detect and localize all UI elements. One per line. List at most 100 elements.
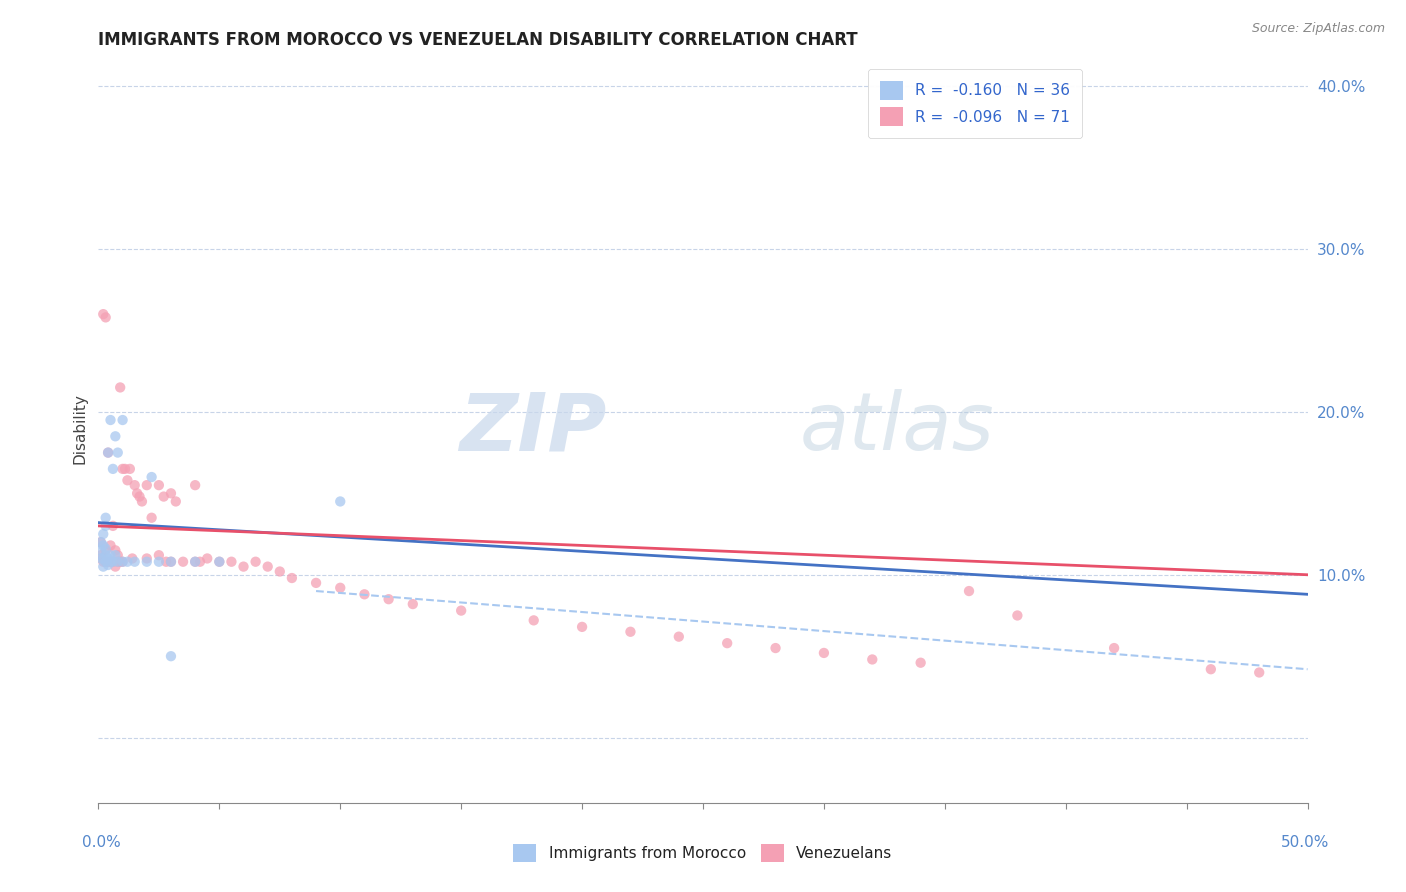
Point <box>107 555 129 569</box>
Point <box>910 656 932 670</box>
Point <box>121 551 143 566</box>
Point <box>619 624 641 639</box>
Point <box>90 543 112 558</box>
Point <box>184 478 207 492</box>
Point <box>269 565 291 579</box>
Point <box>94 543 117 558</box>
Point <box>114 462 136 476</box>
Text: Source: ZipAtlas.com: Source: ZipAtlas.com <box>1251 22 1385 36</box>
Point <box>101 519 124 533</box>
Point <box>141 510 163 524</box>
Point <box>104 429 127 443</box>
Point <box>91 307 114 321</box>
Point <box>329 581 352 595</box>
Point <box>155 555 177 569</box>
Point <box>1007 608 1029 623</box>
Point <box>107 445 129 459</box>
Point <box>94 555 117 569</box>
Point <box>94 548 117 562</box>
Text: 0.0%: 0.0% <box>82 836 121 850</box>
Point <box>94 310 117 325</box>
Point <box>100 538 122 552</box>
Point <box>97 555 120 569</box>
Point <box>184 555 207 569</box>
Point <box>668 630 690 644</box>
Point <box>97 551 120 566</box>
Point <box>124 478 146 492</box>
Point <box>90 551 112 566</box>
Point <box>716 636 738 650</box>
Point <box>94 519 117 533</box>
Point <box>111 555 134 569</box>
Point <box>101 462 124 476</box>
Point <box>94 510 117 524</box>
Text: atlas: atlas <box>800 389 994 467</box>
Point <box>124 555 146 569</box>
Point <box>221 555 243 569</box>
Point <box>160 555 183 569</box>
Point <box>97 445 120 459</box>
Point <box>90 535 112 549</box>
Point <box>571 620 593 634</box>
Point <box>160 486 183 500</box>
Point <box>329 494 352 508</box>
Point <box>957 584 980 599</box>
Point <box>94 541 117 556</box>
Point <box>91 559 114 574</box>
Point <box>195 551 218 566</box>
Text: IMMIGRANTS FROM MOROCCO VS VENEZUELAN DISABILITY CORRELATION CHART: IMMIGRANTS FROM MOROCCO VS VENEZUELAN DI… <box>98 31 858 49</box>
Point <box>1249 665 1271 680</box>
Point <box>172 555 194 569</box>
Point <box>104 543 127 558</box>
Point <box>208 555 231 569</box>
Point <box>232 559 254 574</box>
Point <box>184 555 207 569</box>
Point <box>108 555 131 569</box>
Point <box>111 413 134 427</box>
Point <box>377 592 399 607</box>
Point <box>100 548 122 562</box>
Point <box>148 478 170 492</box>
Point <box>127 486 149 500</box>
Point <box>100 555 122 569</box>
Point <box>813 646 835 660</box>
Point <box>101 555 124 569</box>
Point <box>765 641 787 656</box>
Point <box>305 575 328 590</box>
Point <box>148 555 170 569</box>
Point <box>135 551 157 566</box>
Point <box>523 613 546 627</box>
Point <box>1102 641 1125 656</box>
Point <box>108 380 131 394</box>
Y-axis label: Disability: Disability <box>72 392 87 464</box>
Point <box>188 555 211 569</box>
Point <box>128 490 150 504</box>
Point <box>104 548 127 562</box>
Point <box>100 555 122 569</box>
Text: ZIP: ZIP <box>458 389 606 467</box>
Point <box>256 559 278 574</box>
Point <box>91 555 114 569</box>
Point <box>91 527 114 541</box>
Point <box>160 555 183 569</box>
Point <box>107 548 129 562</box>
Point <box>450 604 472 618</box>
Point <box>100 413 122 427</box>
Point <box>111 555 134 569</box>
Point <box>101 555 124 569</box>
Point <box>353 587 375 601</box>
Point <box>97 558 120 572</box>
Point <box>135 478 157 492</box>
Text: 50.0%: 50.0% <box>1281 836 1329 850</box>
Point <box>152 490 174 504</box>
Point <box>208 555 231 569</box>
Point <box>91 551 114 566</box>
Point <box>165 494 187 508</box>
Point <box>91 538 114 552</box>
Point <box>160 649 183 664</box>
Legend: Immigrants from Morocco, Venezuelans: Immigrants from Morocco, Venezuelans <box>508 838 898 868</box>
Point <box>148 548 170 562</box>
Point <box>111 462 134 476</box>
Point <box>131 494 153 508</box>
Point <box>90 548 112 562</box>
